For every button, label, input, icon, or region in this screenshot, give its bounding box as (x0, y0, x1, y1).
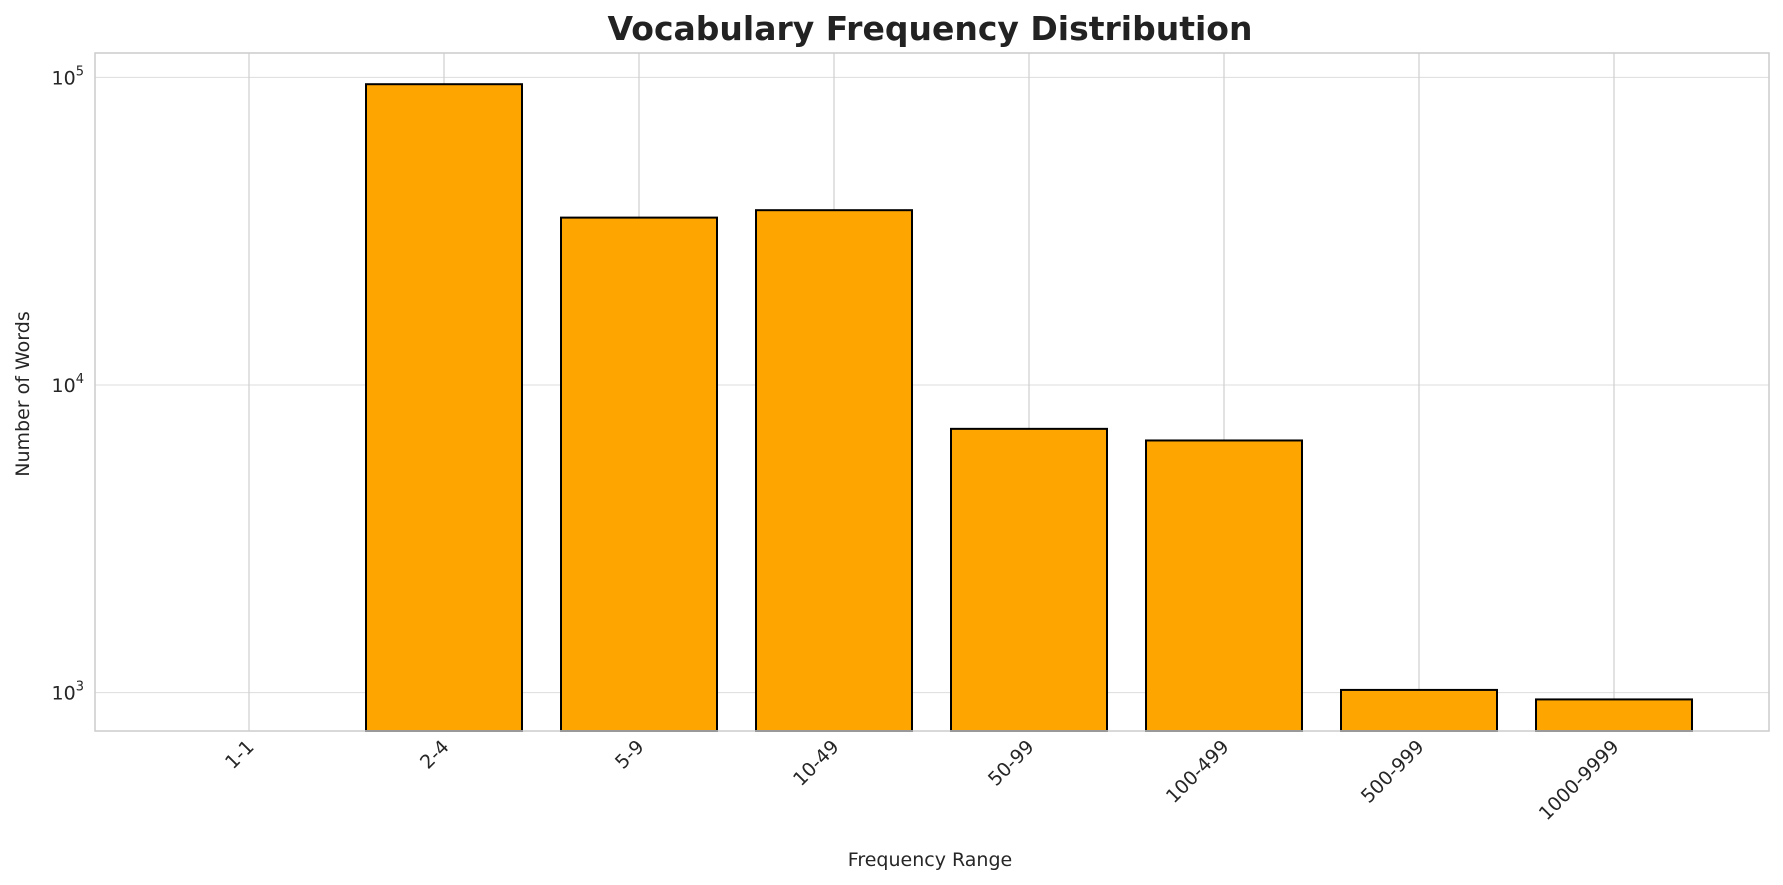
bar-1000-9999 (1535, 698, 1693, 732)
bar-10-49 (755, 209, 913, 732)
x-tick-labels: 1-1 2-4 5-9 10-49 50-99 100-499 500-999 1000-99… (221, 736, 1624, 825)
y-tick-label: 104 (52, 372, 84, 397)
bar-50-99 (950, 427, 1108, 732)
x-tick-label: 1-1 (221, 736, 259, 774)
bar-100-499 (1145, 439, 1303, 732)
y-tick-label: 103 (52, 680, 84, 705)
x-tick-label: 2-4 (416, 736, 454, 774)
grid-lines (95, 53, 1769, 731)
x-tick-label: 500-999 (1357, 736, 1429, 808)
bar-500-999 (1340, 688, 1498, 733)
y-axis-label: Number of Words (12, 311, 34, 476)
bar-5-9 (560, 216, 718, 733)
y-tick-labels: 103 104 105 (52, 64, 84, 704)
x-tick-label: 10-49 (789, 736, 844, 791)
x-axis-label: Frequency Range (848, 849, 1012, 871)
x-tick-label: 100-499 (1162, 736, 1234, 808)
y-tick-label: 105 (52, 64, 84, 89)
bars (365, 83, 1693, 733)
chart-title: Vocabulary Frequency Distribution (608, 9, 1253, 48)
plot-frame (94, 52, 1770, 732)
x-tick-label: 1000-9999 (1535, 736, 1624, 825)
bar-2-4 (365, 83, 523, 732)
x-tick-label: 5-9 (611, 736, 649, 774)
x-tick-label: 50-99 (984, 736, 1039, 791)
